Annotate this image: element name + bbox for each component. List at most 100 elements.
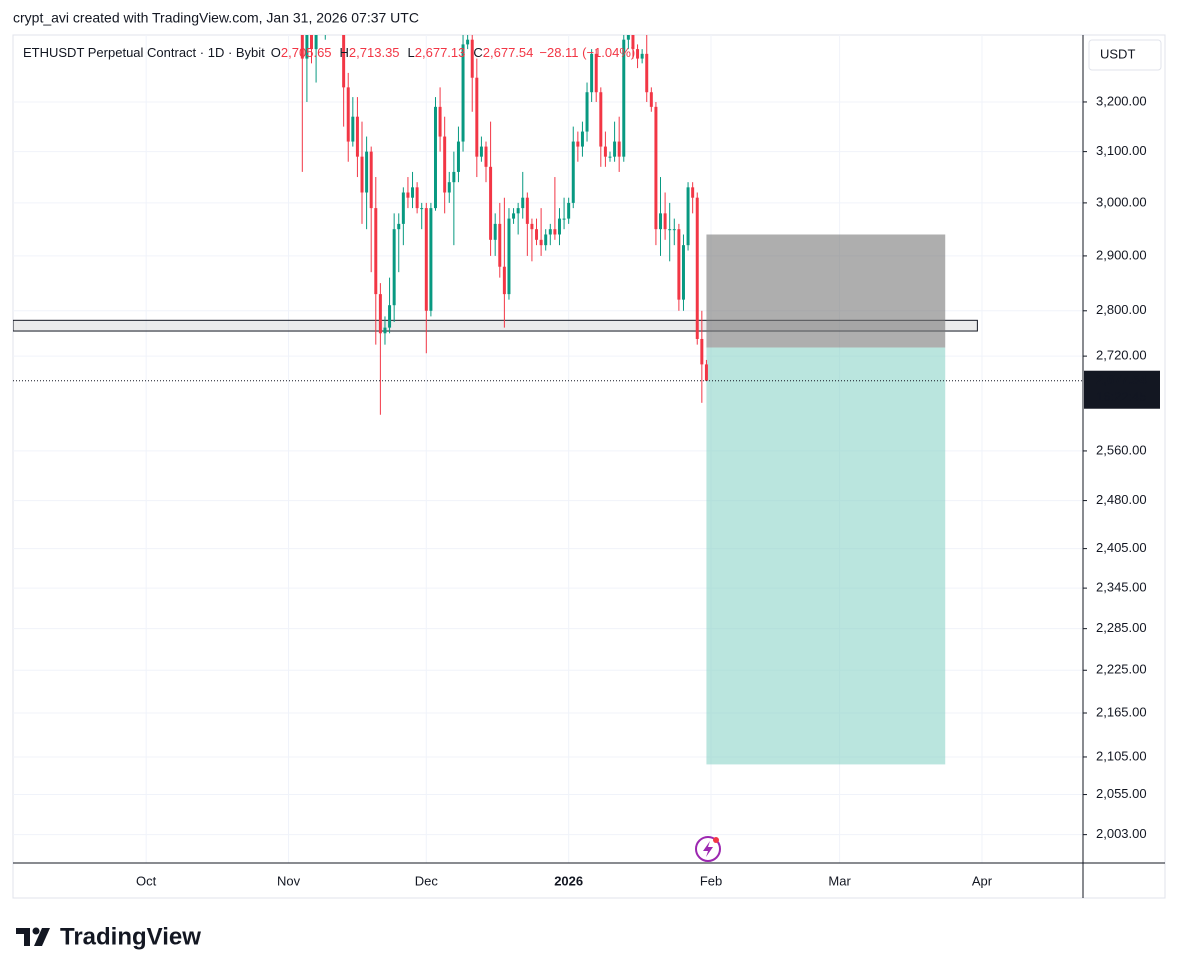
ohlc-value: 2,677.54 <box>483 45 534 60</box>
candle-body <box>383 327 387 334</box>
axes: 2,003.00 2,055.00 2,105.00 2,165.00 2,225.00… <box>136 93 1160 888</box>
candle-body <box>438 106 442 137</box>
logo-shape <box>16 928 30 946</box>
candle-body <box>686 187 690 246</box>
symbol: ETHUSDT Perpetual Contract · 1D · Bybit <box>23 45 265 60</box>
y-tick-label: 2,900.00 <box>1096 247 1147 262</box>
candle-body <box>649 92 653 107</box>
candle-body <box>456 141 460 172</box>
candle-body <box>447 182 451 193</box>
support-zone <box>13 319 978 332</box>
ohlc-key: H <box>340 45 349 60</box>
candle-body <box>351 116 355 142</box>
candle-body <box>433 106 437 209</box>
candle-body <box>489 166 493 240</box>
candle-body <box>300 35 304 59</box>
candle-body <box>636 49 640 59</box>
candle-body <box>599 92 603 147</box>
y-tick-label: 3,200.00 <box>1096 93 1147 108</box>
last-price-label: 2,677.54 <box>1096 372 1147 387</box>
candle-body <box>365 151 369 193</box>
event-bolt <box>703 841 713 857</box>
watermark: crypt_avi created with TradingView.com, … <box>13 10 419 26</box>
candle-body <box>617 141 621 157</box>
candle-body <box>484 146 488 167</box>
countdown: 16:22:45 <box>1096 389 1147 404</box>
candle-body <box>443 136 447 193</box>
logo-shape <box>34 928 50 946</box>
candle-body <box>631 35 635 50</box>
candle-body <box>622 39 626 157</box>
y-tick-label: 2,560.00 <box>1096 442 1147 457</box>
candle-body <box>700 338 704 365</box>
candle-body <box>553 229 557 235</box>
candle-body <box>567 202 571 219</box>
y-tick-label: 2,345.00 <box>1096 580 1147 595</box>
event-dot <box>713 837 719 843</box>
candle-body <box>704 364 708 381</box>
candles <box>13 35 1083 415</box>
candle-body <box>585 92 589 132</box>
candle-body <box>415 187 419 209</box>
candle-body <box>470 39 474 78</box>
ohlc-value: 2,713.35 <box>349 45 400 60</box>
candle-body <box>571 141 575 203</box>
candle-body <box>475 77 479 157</box>
candle-body <box>695 197 699 339</box>
candle-body <box>645 53 649 93</box>
candle-body <box>512 213 516 219</box>
candle-body <box>562 218 566 220</box>
candle-body <box>310 35 313 50</box>
y-tick-label: 2,003.00 <box>1096 826 1147 841</box>
candle-body <box>608 156 612 158</box>
candle-body <box>374 208 378 295</box>
candle-body <box>525 197 529 224</box>
currency-button[interactable] <box>1088 39 1162 71</box>
drawings <box>13 234 978 765</box>
candle-body <box>507 218 511 295</box>
candle-body <box>388 305 392 328</box>
candle-body <box>576 141 580 147</box>
target-area <box>706 347 946 765</box>
candle-body <box>378 294 382 334</box>
y-tick-label: 3,000.00 <box>1096 194 1147 209</box>
y-tick-label: 3,100.00 <box>1096 143 1147 158</box>
candle-body <box>429 208 433 311</box>
candle-body <box>493 223 497 240</box>
event-icon[interactable] <box>695 836 721 862</box>
y-tick-label: 2,055.00 <box>1096 786 1147 801</box>
candle-body <box>548 229 552 235</box>
candle-body <box>342 35 346 88</box>
y-tick-label: 2,105.00 <box>1096 748 1147 763</box>
candle-body <box>590 53 594 93</box>
brand-logo: TradingView <box>16 923 201 950</box>
candle-body <box>654 106 658 230</box>
candle-body <box>594 53 598 93</box>
change: −28.11 (−1.04%) <box>539 45 635 60</box>
candle-body <box>461 44 465 142</box>
candle-body <box>392 229 396 306</box>
candle-body <box>603 146 607 157</box>
candle-body <box>498 223 502 267</box>
candle-body <box>557 218 561 235</box>
y-tick-label: 2,480.00 <box>1096 492 1147 507</box>
candle-body <box>411 187 415 198</box>
candle-body <box>420 208 424 210</box>
ohlc-key: O <box>271 45 281 60</box>
legend-text: ETHUSDT Perpetual Contract · 1D · Bybit O… <box>23 45 635 60</box>
candle-body <box>466 39 470 45</box>
candle-body <box>369 151 373 209</box>
candle-body <box>539 239 543 246</box>
candle-body <box>424 208 428 311</box>
x-tick-label: Mar <box>828 873 851 888</box>
x-tick-label: 2026 <box>554 873 583 888</box>
candle-body <box>580 131 584 147</box>
frame <box>12 34 1166 899</box>
candle-body <box>479 146 483 157</box>
candle-body <box>668 229 672 231</box>
x-tick-label: Oct <box>136 873 157 888</box>
ohlc-key: L <box>408 45 415 60</box>
candle-body <box>535 229 539 240</box>
y-tick-label: 2,285.00 <box>1096 620 1147 635</box>
